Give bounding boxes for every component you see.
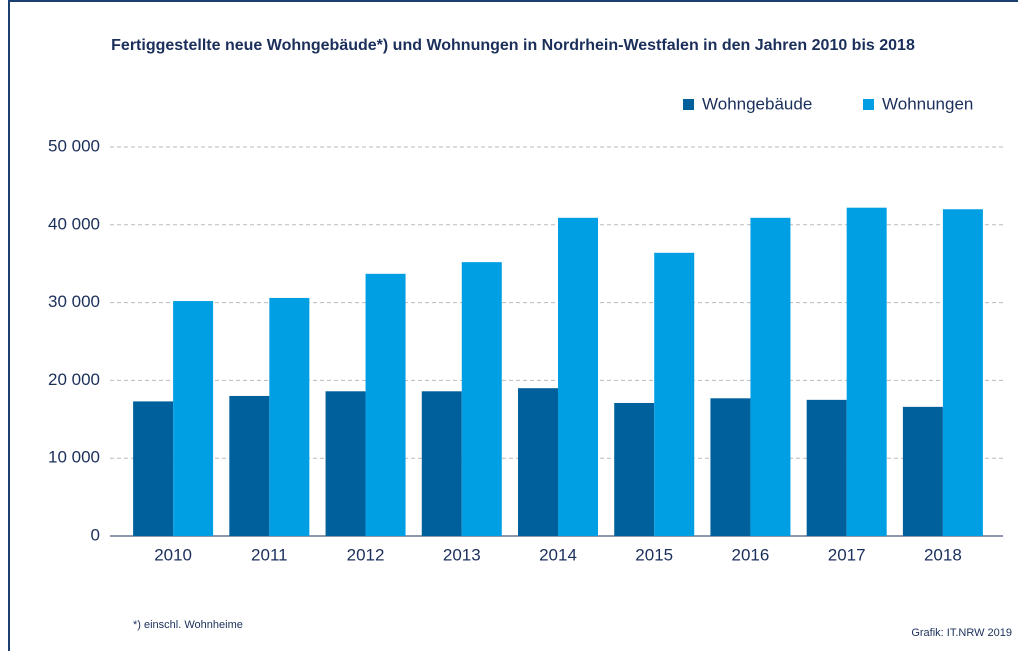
y-tick-label: 20 000 <box>48 370 100 389</box>
bar <box>902 406 943 536</box>
frame <box>8 0 1018 651</box>
x-tick-label: 2011 <box>251 545 288 564</box>
x-tick-label: 2013 <box>443 545 481 564</box>
bar <box>461 262 502 536</box>
bar <box>654 252 695 537</box>
legend-swatch <box>683 99 694 110</box>
x-tick-label: 2014 <box>539 545 577 564</box>
bar <box>942 209 983 537</box>
x-tick-label: 2018 <box>924 545 962 564</box>
bar <box>614 402 655 536</box>
legend-swatch <box>863 99 874 110</box>
y-tick-label: 30 000 <box>48 292 100 311</box>
legend-label: Wohnungen <box>882 94 973 113</box>
bar <box>173 301 214 536</box>
y-tick-label: 0 <box>91 525 100 544</box>
bar <box>558 217 598 536</box>
y-tick-label: 10 000 <box>48 448 100 467</box>
legend-label: Wohngebäude <box>702 94 812 113</box>
x-tick-label: 2017 <box>828 545 866 564</box>
bar <box>846 207 887 536</box>
x-tick-label: 2010 <box>154 545 192 564</box>
bar <box>365 273 406 536</box>
y-tick-label: 50 000 <box>48 136 100 155</box>
bar <box>710 398 751 536</box>
y-tick-label: 40 000 <box>48 214 100 233</box>
bar <box>269 297 310 536</box>
bar <box>133 401 174 536</box>
x-tick-label: 2012 <box>347 545 385 564</box>
x-tick-label: 2015 <box>635 545 673 564</box>
source: Grafik: IT.NRW 2019 <box>911 627 1012 639</box>
bar <box>518 388 558 536</box>
chart-title: Fertiggestellte neue Wohngebäude*) und W… <box>111 37 915 54</box>
bar <box>229 395 270 536</box>
footnote: *) einschl. Wohnheime <box>133 619 243 631</box>
bar <box>806 399 847 536</box>
bar <box>750 217 791 536</box>
x-tick-label: 2016 <box>732 545 770 564</box>
bar <box>325 391 366 536</box>
bar <box>421 391 462 536</box>
